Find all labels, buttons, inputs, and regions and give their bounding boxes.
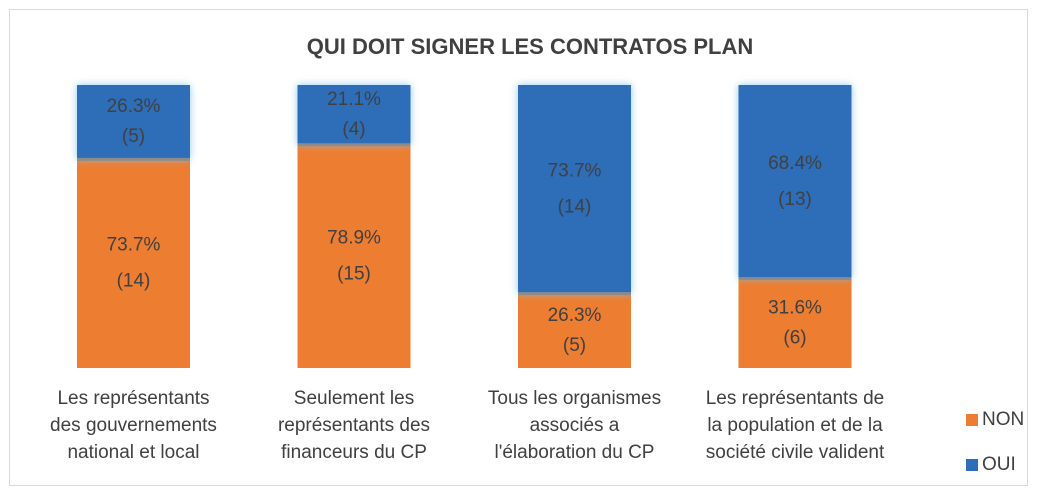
data-label: 26.3% (5) — [107, 96, 161, 147]
bar-segment — [518, 293, 631, 368]
chart-title: QUI DOIT SIGNER LES CONTRATOS PLAN — [307, 34, 754, 59]
data-label: 31.6% (6) — [768, 297, 822, 348]
x-tick-label: Les représentants de la population et de … — [706, 388, 885, 463]
bar-segment — [297, 85, 411, 145]
x-tick-label: Tous les organismes associés a l'élaborati… — [488, 388, 661, 463]
data-label: 78.9% (15) — [327, 227, 381, 284]
data-label: 68.4% (13) — [768, 153, 822, 210]
data-label: 21.1% (4) — [327, 89, 381, 140]
bar-segment — [77, 159, 190, 368]
data-label: 73.7% (14) — [548, 160, 602, 217]
x-tick-label: Les représentants des gouvernements nation… — [50, 388, 217, 463]
legend-swatch — [966, 414, 978, 426]
bar-segment — [738, 85, 852, 279]
data-label: 73.7% (14) — [107, 235, 161, 292]
bar-segment — [518, 85, 631, 294]
legend-label: OUI — [982, 454, 1016, 475]
bar-segment — [738, 278, 852, 368]
bar-segment — [297, 144, 411, 368]
data-label: 26.3% (5) — [548, 305, 602, 356]
bar-segment — [77, 85, 190, 160]
x-tick-label: Seulement les représentants des financeurs… — [278, 388, 430, 463]
legend-label: NON — [982, 409, 1024, 430]
legend-swatch — [966, 459, 978, 471]
